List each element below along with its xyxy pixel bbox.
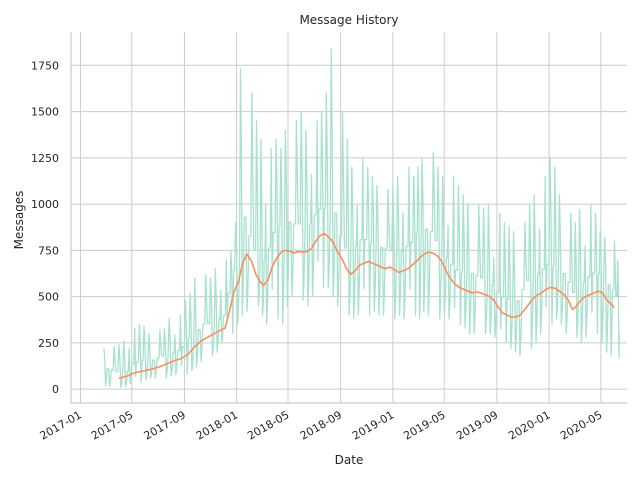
raw-messages-line	[103, 48, 621, 388]
grid	[71, 32, 627, 403]
y-axis-label: Messages	[12, 191, 26, 250]
x-tick-label: 2019-01	[350, 408, 396, 442]
y-tick-label: 1750	[31, 59, 59, 72]
y-tick-labels: 0 250 500 750 1000 1250 1500 1750	[31, 59, 59, 396]
y-tick-label: 250	[38, 337, 59, 350]
x-tick-label: 2017-05	[89, 408, 135, 442]
raw-messages-series	[103, 48, 621, 388]
y-tick-label: 750	[38, 244, 59, 257]
x-tick-label: 2017-09	[142, 408, 188, 442]
x-tick-label: 2019-09	[454, 408, 500, 442]
y-tick-label: 0	[52, 383, 59, 396]
x-tick-label: 2018-05	[245, 408, 291, 442]
y-tick-label: 1500	[31, 106, 59, 119]
x-tick-label: 2018-01	[194, 408, 240, 442]
x-tick-label: 2019-05	[401, 408, 447, 442]
x-tick-labels: 2017-01 2017-05 2017-09 2018-01 2018-05 2018-…	[38, 408, 605, 442]
x-axis-label: Date	[335, 453, 364, 467]
y-tick-label: 1000	[31, 198, 59, 211]
x-tick-label: 2017-01	[38, 408, 84, 442]
y-tick-label: 500	[38, 291, 59, 304]
rolling-average-line	[118, 232, 615, 379]
axes	[70, 32, 627, 404]
y-tick-label: 1250	[31, 152, 59, 165]
x-tick-label: 2020-01	[506, 408, 552, 442]
rolling-average-series	[118, 232, 615, 379]
x-tick-label: 2018-09	[298, 408, 344, 442]
chart-title: Message History	[299, 13, 398, 27]
x-tick-label: 2020-05	[558, 408, 604, 442]
